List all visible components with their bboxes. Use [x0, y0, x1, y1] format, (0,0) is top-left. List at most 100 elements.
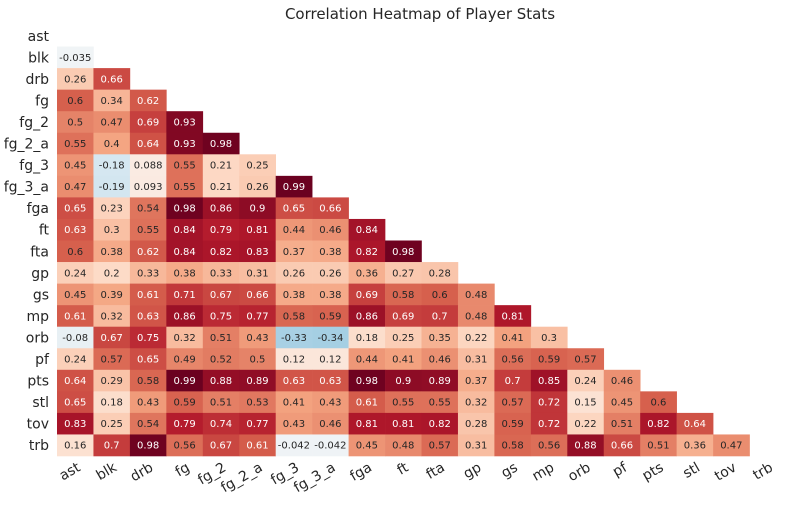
heatmap-cell — [239, 262, 276, 284]
heatmap-cell — [275, 283, 313, 306]
heatmap-cell — [57, 305, 94, 327]
cell-value-label: 0.89 — [429, 376, 451, 387]
heatmap-cell — [202, 262, 240, 284]
heatmap-cell — [421, 305, 459, 327]
cell-value-label: 0.5 — [67, 117, 83, 128]
heatmap-cell — [202, 369, 240, 392]
cell-value-label: 0.26 — [64, 74, 86, 85]
cell-value-label: -0.19 — [99, 182, 125, 193]
cell-value-label: 0.32 — [101, 311, 123, 322]
heatmap-cell — [312, 348, 349, 371]
cell-value-label: 0.48 — [465, 311, 487, 322]
heatmap-cell — [93, 326, 131, 349]
cell-value-label: 0.45 — [64, 161, 86, 172]
heatmap-cell — [385, 391, 422, 414]
row-tick-label: orb — [26, 330, 49, 346]
cell-value-label: 0.43 — [283, 419, 305, 430]
heatmap-cell — [239, 348, 276, 371]
cell-value-label: 0.79 — [210, 225, 232, 236]
heatmap-cell — [385, 326, 422, 349]
cell-value-label: 0.41 — [501, 333, 523, 344]
heatmap-cell — [713, 434, 750, 457]
cell-value-label: 0.71 — [173, 290, 195, 301]
heatmap-cell — [166, 154, 204, 177]
cell-value-label: 0.24 — [64, 355, 86, 366]
heatmap-cell — [421, 262, 459, 284]
cell-value-label: 0.65 — [64, 204, 86, 215]
column-tick-label: fg_2_a — [218, 460, 265, 497]
cell-value-label: 0.67 — [101, 333, 123, 344]
heatmap-cell — [275, 175, 313, 198]
heatmap-cell — [202, 218, 240, 241]
heatmap-cell — [93, 283, 131, 306]
cell-value-label: 0.84 — [173, 247, 195, 258]
cell-value-label: 0.21 — [210, 182, 232, 193]
heatmap-cell — [275, 412, 313, 435]
cell-value-label: 0.51 — [210, 398, 232, 409]
heatmap-cell — [57, 68, 94, 90]
cell-value-label: 0.74 — [210, 419, 232, 430]
cell-value-label: 0.2 — [104, 268, 120, 279]
cell-value-label: 0.98 — [356, 376, 378, 387]
cell-value-label: 0.77 — [246, 311, 268, 322]
heatmap-cell — [457, 283, 495, 306]
cell-value-label: 0.86 — [356, 311, 378, 322]
heatmap-cell — [421, 348, 459, 371]
heatmap-cell — [385, 262, 422, 284]
heatmap-cell — [57, 283, 94, 306]
cell-value-label: 0.57 — [501, 398, 523, 409]
heatmap-cell — [57, 369, 94, 392]
column-tick-label: ft — [394, 459, 411, 478]
row-tick-label: fg_3 — [19, 158, 49, 174]
cell-value-label: 0.21 — [210, 161, 232, 172]
cell-value-label: 0.65 — [137, 355, 159, 366]
cell-value-label: 0.81 — [392, 419, 414, 430]
heatmap-cell — [57, 326, 94, 349]
heatmap-cell — [129, 111, 167, 134]
cell-value-label: 0.64 — [137, 139, 159, 150]
cell-value-label: 0.38 — [101, 247, 123, 258]
heatmap-cell — [494, 326, 532, 349]
heatmap-cell — [312, 305, 349, 327]
column-tick-label: fga — [347, 460, 374, 485]
cell-value-label: 0.3 — [104, 225, 120, 236]
heatmap-cell — [348, 305, 386, 327]
heatmap-cell — [385, 240, 422, 263]
heatmap-cell — [385, 434, 422, 457]
cell-value-label: 0.6 — [67, 247, 83, 258]
cell-value-label: 0.4 — [104, 139, 120, 150]
heatmap-cell — [93, 434, 131, 457]
cell-value-label: 0.6 — [650, 398, 666, 409]
column-tick-label: tov — [712, 460, 739, 485]
heatmap-cell — [166, 369, 204, 392]
column-labels: ast blk drb fg fg_2fg_2_a fg_3fg_3_a fga ft fta g… — [57, 459, 776, 496]
cell-value-label: 0.28 — [465, 419, 487, 430]
cell-value-label: 0.57 — [101, 355, 123, 366]
heatmap-cell — [57, 240, 94, 263]
cell-value-label: 0.58 — [392, 290, 414, 301]
heatmap-cell — [202, 412, 240, 435]
cell-value-label: 0.38 — [319, 247, 341, 258]
row-tick-label: fga — [27, 201, 49, 217]
cell-value-label: 0.34 — [101, 96, 123, 107]
heatmap-cell — [567, 369, 605, 392]
heatmap-cell — [57, 132, 94, 155]
cell-value-label: -0.042 — [314, 441, 346, 452]
row-tick-label: ft — [39, 223, 50, 239]
heatmap-cell — [567, 412, 605, 435]
column-tick-label: drb — [128, 460, 156, 486]
heatmap-cell — [348, 326, 386, 349]
column-tick-label: gs — [499, 460, 521, 482]
heatmap-cell — [239, 412, 276, 435]
cell-value-label: 0.36 — [356, 268, 378, 279]
heatmap-cell — [166, 240, 204, 263]
heatmap-cell — [421, 283, 459, 306]
cell-value-label: 0.59 — [538, 355, 560, 366]
cell-value-label: 0.093 — [134, 182, 163, 193]
heatmap-cell — [457, 348, 495, 371]
cell-value-label: 0.89 — [246, 376, 268, 387]
cell-value-label: 0.55 — [173, 182, 195, 193]
cell-value-label: 0.98 — [392, 247, 414, 258]
heatmap-cell — [494, 305, 532, 327]
heatmap-cell — [129, 262, 167, 284]
